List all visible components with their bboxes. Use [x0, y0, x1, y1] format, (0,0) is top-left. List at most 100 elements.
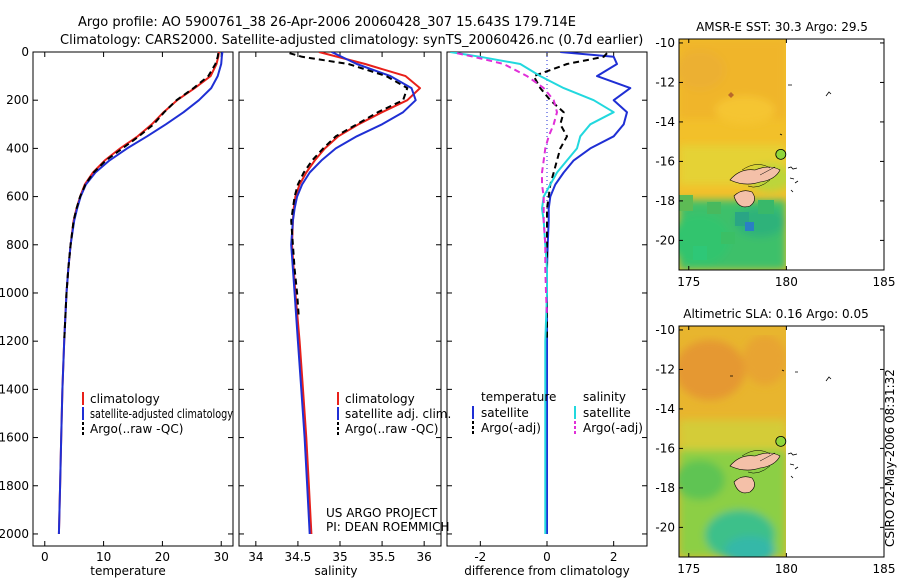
salinity-legend: climatology satellite adj. clim. Argo(..… [337, 392, 451, 436]
map-x-tick-label: 185 [873, 275, 896, 289]
map-y-tick-label: -14 [655, 115, 675, 129]
legend-label-sal-satellite: satellite [583, 406, 631, 420]
legend-label-sal-argo: Argo(-adj) [583, 421, 643, 435]
legend-label-temp-satellite: satellite [481, 406, 529, 420]
salinity-axes-frame [238, 51, 442, 547]
csiro-timestamp: CSIRO 02-May-2006 08:31:32 [883, 369, 897, 547]
depth-tick-label: 1400 [0, 382, 29, 396]
map-y-tick-label: -10 [655, 323, 675, 337]
sla-offmap-islands [787, 371, 832, 479]
salinity-lines [289, 52, 421, 535]
x-tick-label: 36 [417, 550, 432, 564]
x-tick-label: 35.5 [369, 550, 396, 564]
legend-label-argo: Argo(..raw -QC) [345, 422, 438, 436]
x-tick-label: 34.5 [285, 550, 312, 564]
sst-map-panel: AMSR-E SST: 30.3 Argo: 29.5 [655, 20, 895, 289]
map-y-tick-label: -12 [655, 362, 675, 376]
depth-tick-label: 0 [21, 45, 29, 59]
x-tick-label: 30 [214, 550, 229, 564]
salinity-xlabel: salinity [314, 564, 357, 578]
sst-offmap-islands [779, 84, 832, 193]
map-x-tick-label: 180 [775, 562, 798, 576]
difference-legend: temperature salinity satellite Argo(-adj… [472, 390, 643, 435]
map-x-tick-label: 175 [677, 275, 700, 289]
map-y-tick-label: -18 [655, 194, 675, 208]
temperature-lines [57, 52, 224, 535]
sst-map-frame [678, 38, 885, 271]
series-line-temperature-argo-adj [532, 52, 608, 342]
sla-map-ticks: 175 180 185 -10 -12 -14 -16 -18 -20 [655, 323, 895, 576]
sla-map-frame [678, 325, 885, 558]
series-line-argo-raw-qc [289, 52, 409, 318]
depth-tick-label: 400 [6, 141, 29, 155]
difference-lines [450, 52, 632, 534]
temperature-axis-ticks: 0 10 20 30 [33, 51, 233, 564]
argo-position-marker [775, 435, 787, 447]
map-x-tick-label: 180 [775, 275, 798, 289]
header-line2: Climatology: CARS2000. Satellite-adjuste… [60, 33, 643, 48]
series-line-climatology [291, 52, 421, 535]
x-tick-label: 34 [248, 550, 263, 564]
map-x-tick-label: 185 [873, 562, 896, 576]
temperature-axes-frame [32, 51, 234, 547]
pi-label: PI: DEAN ROEMMICH [326, 520, 449, 534]
difference-axis-ticks: -2 0 2 [447, 51, 647, 564]
difference-xlabel: difference from climatology [464, 564, 630, 578]
series-line-salinity-argo-adj [456, 52, 558, 318]
argo-position-marker [775, 148, 787, 160]
series-line-salinity-satellite [450, 52, 615, 534]
sst-map-ticks: 175 180 185 -10 -12 -14 -16 -18 -20 [655, 36, 895, 289]
legend-label-satellite: satellite adj. clim. [345, 407, 451, 421]
legend-label-argo: Argo(..raw -QC) [90, 422, 183, 436]
sla-map-panel: Altimetric SLA: 0.16 Argo: 0.05 175 180 18… [655, 307, 895, 576]
legend-label-climatology: climatology [90, 392, 160, 406]
legend-label-satellite: satellite-adjusted climatology [90, 407, 233, 421]
depth-tick-label: 1000 [0, 286, 29, 300]
header-line1: Argo profile: AO 5900761_38 26-Apr-2006 … [78, 15, 576, 30]
map-y-tick-label: -18 [655, 481, 675, 495]
map-y-tick-label: -14 [655, 402, 675, 416]
x-tick-label: 20 [155, 550, 170, 564]
sla-map-title: Altimetric SLA: 0.16 Argo: 0.05 [683, 307, 868, 321]
project-label: US ARGO PROJECT [326, 506, 438, 520]
temperature-xlabel: temperature [90, 564, 165, 578]
map-y-tick-label: -16 [655, 441, 675, 455]
map-y-tick-label: -10 [655, 36, 675, 50]
series-line-satellite-adjusted-climatology [57, 52, 224, 535]
sst-heatmap [679, 39, 786, 270]
salinity-axis-ticks: 34 34.5 35 35.5 36 [239, 51, 441, 564]
legend-label-temp-argo: Argo(-adj) [481, 421, 541, 435]
difference-panel: -2 0 2 difference from climatology tempera… [446, 51, 648, 578]
series-line-temperature-satellite [546, 52, 632, 534]
depth-tick-label: 1200 [0, 334, 29, 348]
map-x-tick-label: 175 [677, 562, 700, 576]
x-tick-label: 0 [543, 550, 551, 564]
depth-tick-label: 200 [6, 93, 29, 107]
map-y-tick-label: -20 [655, 520, 675, 534]
temperature-panel: 0 200 400 600 800 1000 1200 1400 1600 1800 2000 0 1… [0, 45, 234, 578]
x-tick-label: -2 [474, 550, 486, 564]
x-tick-label: 0 [41, 550, 49, 564]
x-tick-label: 35 [332, 550, 347, 564]
depth-tick-label: 1800 [0, 479, 29, 493]
legend-title-temperature: temperature [481, 390, 556, 404]
x-tick-label: 10 [96, 550, 111, 564]
legend-title-salinity: salinity [583, 390, 626, 404]
depth-tick-label: 1600 [0, 431, 29, 445]
salinity-panel: 34 34.5 35 35.5 36 salinity climatology sate… [238, 51, 451, 578]
depth-tick-label: 800 [6, 238, 29, 252]
map-y-tick-label: -12 [655, 75, 675, 89]
x-tick-label: 2 [610, 550, 618, 564]
series-line-argo-raw-qc [63, 53, 220, 342]
depth-axis-ticks: 0 200 400 600 800 1000 1200 1400 1600 1800 2000 [0, 45, 29, 541]
series-line-satellite-adj-clim [290, 52, 417, 535]
depth-tick-label: 2000 [0, 527, 29, 541]
temperature-legend: climatology satellite-adjusted climatolo… [82, 392, 233, 436]
map-y-tick-label: -16 [655, 154, 675, 168]
depth-tick-label: 600 [6, 190, 29, 204]
sla-heatmap [679, 326, 786, 557]
sst-map-title: AMSR-E SST: 30.3 Argo: 29.5 [696, 20, 868, 34]
legend-label-climatology: climatology [345, 392, 415, 406]
map-y-tick-label: -20 [655, 233, 675, 247]
